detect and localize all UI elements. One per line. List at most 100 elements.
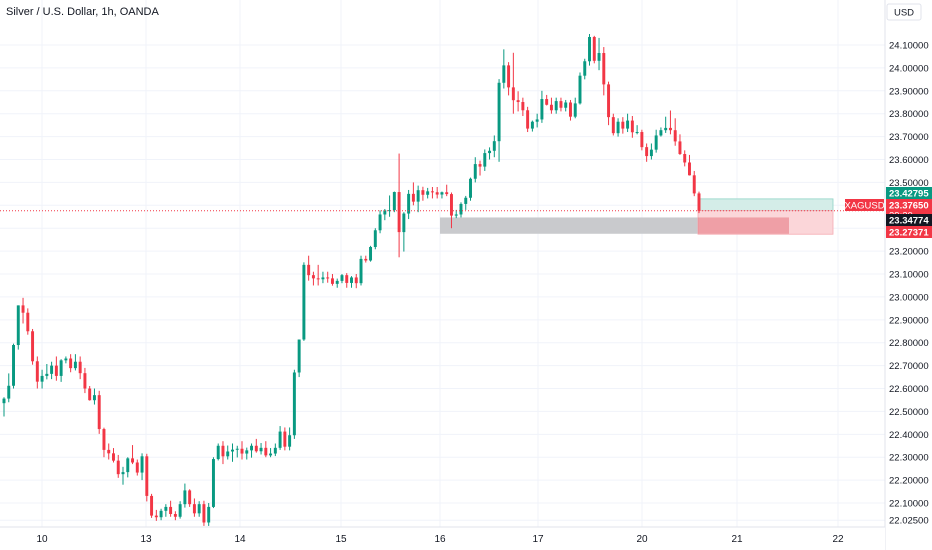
candle-body [297,339,301,373]
candle-body [626,120,630,129]
candle-body [564,102,568,108]
candle [150,493,154,518]
candle-body [516,100,520,103]
candle-body [311,275,315,279]
candle-body [697,193,701,211]
candle-body [369,246,373,261]
y-tick-label: 23.60000 [889,155,929,166]
candle [321,271,325,284]
candle-body [430,191,434,193]
candle [235,445,239,458]
price-tag-box [886,214,932,226]
candle-body [459,203,463,215]
candle [83,367,87,394]
candle [330,274,334,286]
currency-button[interactable]: USD [886,3,922,21]
y-tick-label: 23.70000 [889,132,929,143]
candle-body [383,210,387,215]
symbol-tag-box [845,199,884,211]
candle-body [402,213,406,233]
candle [226,445,230,460]
candle-body [611,117,615,134]
candle [445,184,449,197]
candle [231,443,234,462]
candle-body [659,130,663,136]
y-tick-label: 24.10000 [889,41,929,52]
candle [192,498,196,517]
candle [440,191,444,199]
candle-body [545,99,549,105]
price-tags: 23.4279523.3765039:2023.3477423.27371XAG… [844,187,932,239]
candle-body [469,178,472,198]
x-tick-label: 14 [234,534,246,545]
candle-body [73,361,77,369]
candle-body [16,305,20,346]
candle [297,339,301,378]
candle [549,97,553,114]
y-tick-label: 22.10000 [889,499,929,510]
candle-body [64,358,68,361]
candle-body [78,361,82,374]
candle [426,187,430,199]
price-tag: 23.34774 [886,214,932,227]
time-axis-background [0,527,885,550]
y-tick-label: 22.40000 [889,430,929,441]
candle [454,209,458,219]
candle-body [364,258,368,261]
candle-body [526,110,530,129]
candle [573,97,577,119]
y-tick-label: 23.00000 [889,292,929,303]
candle [54,356,58,381]
take-profit-zone[interactable] [697,198,834,212]
candle-body [292,372,296,436]
candle [478,160,482,176]
candle-body [102,429,106,450]
candle-body [350,277,353,283]
candle [7,373,11,403]
candle-body [588,36,591,62]
candle [526,106,530,133]
candle [254,438,258,453]
candle [668,110,672,135]
candle-body [2,398,6,404]
candle [464,195,468,210]
candle [340,274,344,284]
candle [540,90,544,123]
candle [40,369,44,389]
y-tick-label: 22.70000 [889,361,929,372]
candle [530,120,534,132]
candle-body [507,65,511,88]
x-tick-label: 16 [434,534,446,545]
y-tick-label: 22.30000 [889,453,929,464]
support-zone[interactable] [440,217,698,234]
candle [278,426,282,450]
candle-body [278,431,282,448]
symbol-tag-label: XAGUSD [844,201,884,212]
candle-body [31,331,35,362]
candle-body [202,504,206,523]
price-tag-label: 23.27371 [889,228,929,239]
candle-body [250,445,254,451]
candle-body [183,490,187,505]
candle-body [226,451,230,457]
candle [568,99,572,121]
candle [459,202,463,218]
candle-body [678,141,682,155]
candle-body [135,462,139,473]
candle [240,441,244,460]
candle [497,79,501,162]
candle-body [654,135,658,150]
candle-body [83,373,87,389]
candle [654,129,658,153]
candle [126,457,130,478]
x-tick-label: 10 [36,534,48,545]
candle [59,359,63,382]
candles [2,34,701,526]
candle [564,99,568,112]
candle [545,94,549,106]
candle [326,271,330,283]
time-axis[interactable]: 10 13 14 15 16 17 20 21 22 [36,534,844,545]
candle [607,81,611,126]
